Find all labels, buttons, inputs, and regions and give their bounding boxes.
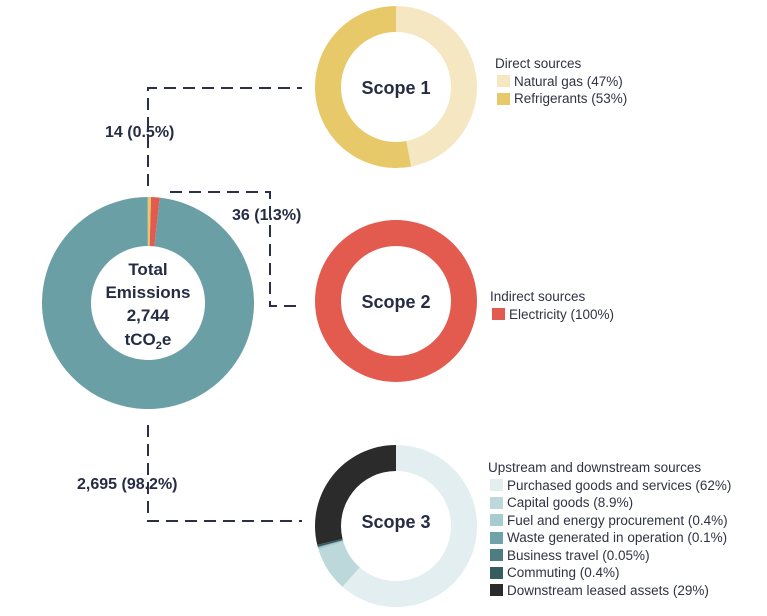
scope3-flow-label: 2,695 (98.2%)	[77, 476, 178, 493]
legend-swatch	[497, 75, 510, 88]
scope1-legend: Direct sources Natural gas (47%) Refrige…	[495, 55, 627, 108]
legend-label: Business travel (0.05%)	[507, 547, 650, 563]
scope3-slice-5	[317, 538, 343, 547]
legend-swatch	[490, 531, 503, 544]
scope3-legend-title: Upstream and downstream sources	[488, 460, 702, 475]
legend-item: Business travel (0.05%)	[488, 547, 731, 565]
legend-item: Natural gas (47%)	[495, 73, 627, 91]
donut-charts	[42, 6, 477, 607]
legend-item: Downstream leased assets (29%)	[488, 582, 731, 600]
legend-swatch	[490, 496, 503, 509]
legend-swatch	[490, 566, 503, 579]
scope3-slice-1	[318, 541, 360, 587]
scope3-legend: Upstream and downstream sources Purchase…	[488, 459, 731, 599]
legend-item: Fuel and energy procurement (0.4%)	[488, 512, 731, 530]
legend-label: Electricity (100%)	[509, 306, 615, 322]
legend-swatch	[497, 92, 510, 105]
legend-label: Refrigerants (53%)	[514, 91, 628, 106]
total-label-line2: Emissions	[105, 283, 190, 302]
legend-item: Refrigerants (53%)	[495, 90, 627, 108]
total-slice-0	[147, 197, 152, 247]
scope1-slice-1	[314, 6, 412, 168]
scope1-connector	[147, 87, 302, 186]
scope1-flow-label: 14 (0.5%)	[105, 124, 174, 141]
scope3-connector	[147, 425, 302, 522]
total-label-line1: Total	[128, 260, 167, 279]
scope2-center-label: Scope 2	[361, 292, 430, 312]
legend-item: Waste generated in operation (0.1%)	[488, 529, 731, 547]
legend-label: Waste generated in operation (0.1%)	[507, 530, 728, 545]
scope3-slice-2	[317, 540, 344, 550]
legend-label: Fuel and energy procurement (0.4%)	[507, 512, 728, 528]
legend-item: Capital goods (8.9%)	[488, 494, 731, 512]
legend-item: Purchased goods and services (62%)	[488, 477, 731, 495]
scope2-flow-label: 36 (1.3%)	[232, 207, 301, 224]
legend-swatch	[490, 584, 503, 597]
scope2-connector	[170, 191, 302, 307]
legend-swatch	[490, 479, 503, 492]
scope1-center-label: Scope 1	[361, 78, 430, 98]
total-value: 2,744	[127, 306, 170, 325]
scope3-slice-3	[317, 540, 343, 548]
scope2-slice-0	[314, 220, 477, 383]
connector-lines	[147, 87, 302, 522]
legend-label: Capital goods (8.9%)	[507, 495, 634, 510]
scope3-slice-0	[342, 445, 477, 607]
legend-swatch	[490, 549, 503, 562]
legend-item: Commuting (0.4%)	[488, 564, 731, 582]
legend-swatch	[492, 308, 505, 321]
total-slice-1	[149, 197, 160, 247]
legend-label: Downstream leased assets (29%)	[507, 582, 709, 598]
scope2-legend-title: Indirect sources	[490, 289, 586, 304]
legend-label: Commuting (0.4%)	[507, 565, 620, 580]
scope1-legend-title: Direct sources	[495, 56, 582, 71]
scope3-slice-6	[315, 445, 396, 545]
total-slice-2	[42, 197, 255, 409]
legend-swatch	[490, 514, 503, 527]
scope2-legend: Indirect sources Electricity (100%)	[490, 288, 614, 323]
scope3-center-label: Scope 3	[361, 512, 430, 532]
legend-label: Purchased goods and services (62%)	[507, 477, 732, 493]
scope1-slice-0	[396, 6, 477, 167]
scope3-slice-4	[317, 540, 343, 548]
total-unit: tCO2e	[125, 330, 172, 352]
legend-label: Natural gas (47%)	[514, 73, 623, 89]
legend-item: Electricity (100%)	[490, 306, 614, 324]
